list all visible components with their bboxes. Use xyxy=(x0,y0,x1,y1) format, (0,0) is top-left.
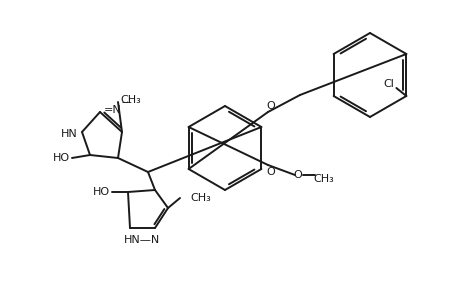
Text: CH₃: CH₃ xyxy=(120,95,140,105)
Text: O: O xyxy=(293,170,302,180)
Text: CH₃: CH₃ xyxy=(312,174,333,184)
Text: Cl: Cl xyxy=(382,79,393,89)
Text: =N: =N xyxy=(104,105,122,115)
Text: HO: HO xyxy=(53,153,70,163)
Text: CH₃: CH₃ xyxy=(190,193,210,203)
Text: HO: HO xyxy=(93,187,110,197)
Text: HN: HN xyxy=(61,129,78,139)
Text: HN—N: HN—N xyxy=(123,235,160,245)
Text: —: — xyxy=(121,97,131,107)
Text: O: O xyxy=(266,101,275,111)
Text: O: O xyxy=(266,167,275,177)
